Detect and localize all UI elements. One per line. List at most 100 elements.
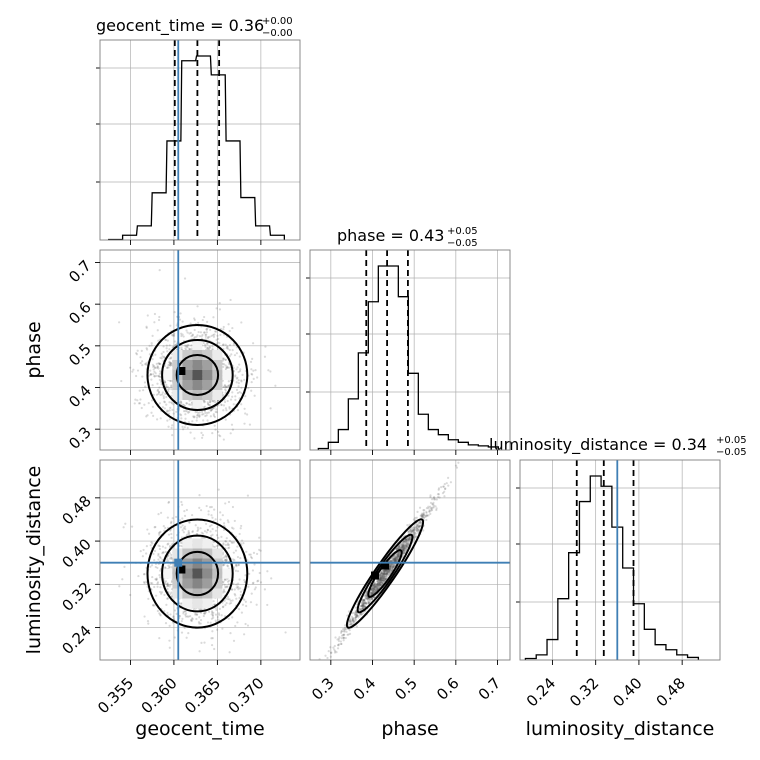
sample-point (193, 328, 196, 332)
sample-point (376, 580, 379, 583)
sample-point (153, 312, 157, 316)
sample-point (196, 334, 199, 337)
sample-point (154, 372, 157, 375)
sample-point (228, 329, 231, 333)
sample-point (342, 636, 345, 639)
sample-point (220, 614, 223, 617)
sample-point (346, 633, 349, 636)
sample-point (418, 520, 422, 524)
sample-point (400, 546, 404, 549)
sample-point (183, 510, 186, 513)
sample-point (432, 506, 435, 509)
sample-point (154, 578, 157, 581)
sample-point (195, 416, 199, 419)
sample-point (159, 569, 162, 572)
sample-point (149, 373, 152, 376)
sample-point (392, 557, 395, 560)
sample-point (373, 582, 377, 585)
sample-point (198, 415, 201, 418)
sample-point (383, 569, 386, 572)
sample-point (364, 602, 367, 605)
joint-panel-geocent-time-vs-phase (99, 249, 301, 451)
sample-point (157, 390, 161, 393)
sample-point (158, 378, 161, 381)
sample-point (209, 415, 212, 418)
sample-point (349, 617, 352, 620)
sample-point (224, 586, 227, 589)
sample-point (181, 529, 184, 532)
sample-point (225, 365, 229, 368)
sample-point (226, 345, 229, 348)
sample-point (224, 386, 228, 389)
x-tick-label: 0.5 (391, 674, 421, 704)
sample-point (382, 577, 385, 580)
sample-point (183, 525, 187, 528)
sample-point (340, 630, 343, 633)
sample-point (391, 563, 394, 567)
sample-point (375, 589, 378, 592)
sample-point (410, 530, 413, 533)
sample-point (255, 552, 259, 556)
sample-point (372, 586, 375, 590)
sample-point (156, 366, 159, 369)
sample-point (202, 406, 206, 409)
sample-point (179, 602, 182, 605)
sample-point (132, 368, 135, 371)
sample-point (204, 333, 207, 336)
sample-point (136, 349, 139, 352)
svg-text:−0.00: −0.00 (262, 28, 293, 39)
sample-point (353, 613, 357, 617)
sample-point (172, 333, 175, 337)
density-peak (177, 565, 186, 574)
sample-point (135, 374, 138, 378)
y-tick-label: 0.24 (58, 622, 94, 658)
sample-point (213, 508, 216, 511)
sample-point (372, 596, 376, 599)
sample-point (379, 577, 382, 580)
sample-point (405, 537, 408, 541)
sample-point (166, 350, 169, 353)
sample-point (363, 605, 366, 608)
sample-point (206, 346, 209, 350)
sample-point (382, 571, 385, 575)
sample-point (396, 555, 400, 558)
density-cell (212, 380, 223, 390)
sample-point (199, 509, 203, 512)
sample-point (351, 617, 354, 620)
sample-point (392, 558, 395, 561)
sample-point (191, 420, 194, 423)
sample-point (153, 321, 156, 324)
sample-point (388, 571, 391, 574)
sample-point (240, 379, 243, 382)
sample-point (147, 402, 150, 405)
sample-point (381, 579, 384, 582)
sample-point (155, 594, 158, 597)
sample-point (164, 526, 167, 530)
sample-point (222, 357, 225, 360)
sample-point (403, 545, 406, 549)
sample-point (232, 551, 235, 554)
sample-point (173, 340, 176, 343)
sample-point (224, 418, 227, 421)
sample-point (394, 560, 397, 563)
sample-point (213, 603, 216, 606)
sample-point (360, 613, 364, 616)
sample-point (411, 526, 415, 529)
sample-point (173, 332, 176, 335)
contour-line (345, 518, 425, 629)
sample-point (160, 352, 163, 355)
sample-point (198, 411, 201, 414)
sample-point (393, 557, 396, 560)
sample-point (383, 570, 386, 573)
sample-point (355, 625, 358, 628)
sample-point (388, 569, 391, 573)
sample-point (378, 582, 381, 586)
xlabel-phase: phase (381, 718, 438, 740)
sample-point (252, 377, 255, 380)
sample-point (153, 370, 156, 373)
sample-point (204, 411, 207, 414)
sample-point (356, 614, 359, 617)
sample-point (151, 334, 154, 337)
sample-point (327, 650, 330, 653)
sample-point (364, 595, 367, 598)
